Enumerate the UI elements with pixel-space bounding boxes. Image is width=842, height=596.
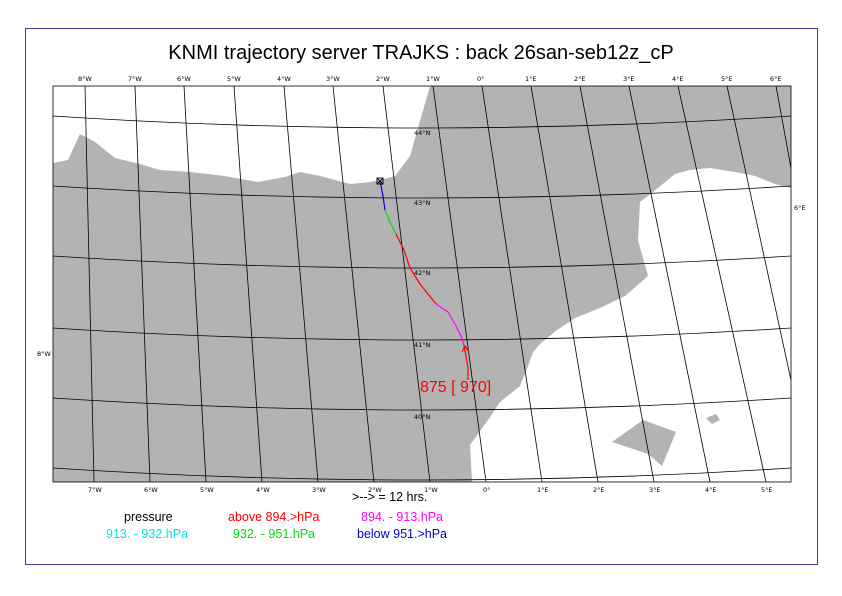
land-menorca: [706, 414, 720, 424]
land-iberia: [53, 86, 791, 482]
trajectory-arrowhead: [461, 344, 470, 353]
svg-text:8°W: 8°W: [78, 75, 92, 83]
svg-text:4°W: 4°W: [277, 75, 291, 83]
legend-item-above-894: above 894.>hPa: [228, 510, 320, 524]
latitude-gridlines: [53, 115, 791, 481]
svg-text:1°W: 1°W: [424, 486, 438, 494]
svg-text:40°N: 40°N: [414, 413, 431, 421]
svg-text:43°N: 43°N: [414, 199, 431, 207]
trajectory-segment-below-951: [379, 180, 386, 211]
map-title: KNMI trajectory server TRAJKS : back 26s…: [168, 42, 674, 64]
svg-text:42°N: 42°N: [414, 269, 431, 277]
svg-text:0°: 0°: [477, 75, 484, 83]
svg-text:5°E: 5°E: [721, 75, 733, 83]
svg-text:2°W: 2°W: [368, 486, 382, 494]
svg-text:1°E: 1°E: [537, 486, 549, 494]
longitude-gridlines: [84, 86, 791, 482]
svg-text:1°E: 1°E: [525, 75, 537, 83]
right-edge-label: 6°E: [794, 204, 806, 212]
trajectory-segment-above-894: [395, 233, 437, 305]
endpoint-label: 875 [ 970]: [420, 379, 491, 396]
trajectory-segment-end: [463, 345, 469, 380]
legend-item-913-932: 913. - 932.hPa: [106, 527, 189, 541]
svg-text:2°W: 2°W: [376, 75, 390, 83]
svg-text:0°: 0°: [483, 486, 490, 494]
land-mallorca: [612, 420, 676, 466]
svg-text:5°W: 5°W: [200, 486, 214, 494]
svg-text:3°E: 3°E: [649, 486, 661, 494]
svg-text:4°E: 4°E: [672, 75, 684, 83]
legend-title: pressure: [124, 510, 173, 524]
trajectory: [379, 180, 470, 380]
bottom-lon-labels: 7°W 6°W 5°W 4°W 3°W 2°W 1°W 0° 1°E 2°E 3…: [88, 486, 773, 494]
svg-text:5°W: 5°W: [227, 75, 241, 83]
top-lon-labels: 8°W 7°W 6°W 5°W 4°W 3°W 2°W 1°W 0° 1°E 2…: [78, 75, 782, 83]
svg-text:3°E: 3°E: [623, 75, 635, 83]
svg-text:4°E: 4°E: [705, 486, 717, 494]
svg-text:6°W: 6°W: [177, 75, 191, 83]
svg-text:6°E: 6°E: [770, 75, 782, 83]
svg-text:3°W: 3°W: [326, 75, 340, 83]
lat-labels: 44°N 43°N 42°N 41°N 40°N: [414, 129, 431, 421]
legend-item-894-913: 894. - 913.hPa: [361, 510, 444, 524]
time-scale-note: >--> = 12 hrs.: [352, 490, 428, 504]
svg-text:1°W: 1°W: [426, 75, 440, 83]
svg-text:44°N: 44°N: [414, 129, 431, 137]
svg-text:7°W: 7°W: [128, 75, 142, 83]
svg-text:41°N: 41°N: [414, 341, 431, 349]
plot-frame: [25, 28, 818, 565]
map-border: [52, 85, 792, 483]
svg-text:3°W: 3°W: [312, 486, 326, 494]
svg-text:5°E: 5°E: [761, 486, 773, 494]
left-edge-label: 8°W: [37, 350, 51, 358]
svg-text:2°E: 2°E: [574, 75, 586, 83]
legend-item-932-951: 932. - 951.hPa: [233, 527, 316, 541]
legend-item-below-951: below 951.>hPa: [357, 527, 448, 541]
svg-text:6°W: 6°W: [144, 486, 158, 494]
trajectory-start-marker: [376, 177, 384, 185]
trajectory-segment-894-913: [435, 303, 465, 347]
trajectory-segment-932-951: [384, 209, 397, 235]
svg-text:4°W: 4°W: [256, 486, 270, 494]
svg-text:7°W: 7°W: [88, 486, 102, 494]
svg-text:2°E: 2°E: [593, 486, 605, 494]
